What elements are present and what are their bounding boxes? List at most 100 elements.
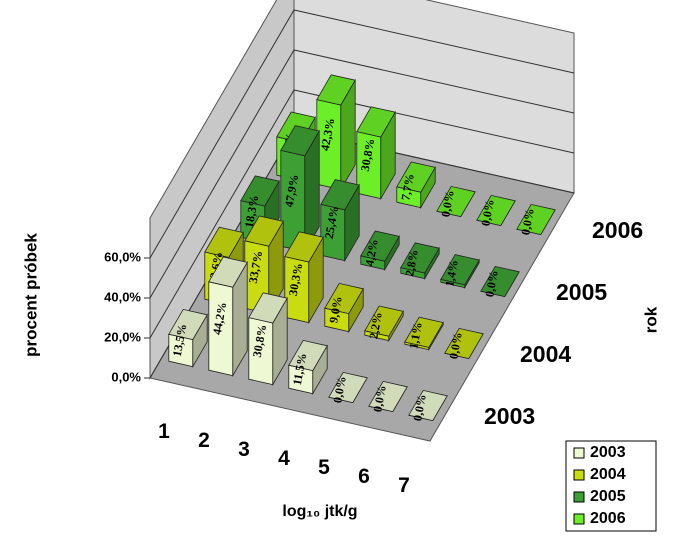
bar-top xyxy=(324,282,364,315)
bar-top xyxy=(436,185,476,218)
bar-top xyxy=(204,226,244,258)
value-label: 0,0% xyxy=(438,189,456,218)
value-label: 4,2% xyxy=(362,238,380,267)
bar-top xyxy=(316,74,356,106)
bar-top xyxy=(328,371,368,404)
bar-top xyxy=(368,380,408,413)
bar xyxy=(324,282,364,334)
value-label: 0,0% xyxy=(482,269,500,298)
bar-top xyxy=(280,125,320,157)
bar-top xyxy=(240,175,280,207)
grid-line xyxy=(149,89,575,339)
y-axis-label: procent próbek xyxy=(21,233,40,357)
bar xyxy=(436,185,476,218)
legend-swatch xyxy=(573,513,585,525)
bar xyxy=(316,74,356,192)
value-label: 11,5% xyxy=(290,352,309,386)
grid-line xyxy=(149,9,575,259)
bar-top xyxy=(476,194,516,227)
value-label: 7,7% xyxy=(398,172,416,201)
bar xyxy=(480,265,520,298)
x-tick-label: 7 xyxy=(398,474,410,497)
value-label: 0,0% xyxy=(446,331,464,360)
bar xyxy=(364,305,404,343)
bar xyxy=(168,308,208,369)
bar xyxy=(320,179,360,263)
x-tick-label: 1 xyxy=(158,420,170,443)
legend-label: 2004 xyxy=(590,466,626,483)
bar xyxy=(288,339,328,396)
z-tick-label: 2006 xyxy=(592,217,643,243)
value-label: 9,0% xyxy=(326,295,344,324)
bar xyxy=(396,161,436,210)
bar-top xyxy=(356,106,396,138)
bar xyxy=(408,389,448,422)
bar xyxy=(208,256,248,378)
x-axis-label: log₁₀ jtk/g xyxy=(282,503,357,520)
y-tick-label: 40,0% xyxy=(104,289,141,304)
value-label: 30,8% xyxy=(250,323,270,358)
value-label: 13,5% xyxy=(170,323,190,358)
bar-top xyxy=(440,254,480,286)
value-label: 30,8% xyxy=(358,137,378,172)
value-label: 33,7% xyxy=(246,250,266,285)
bar xyxy=(356,106,396,201)
value-label: 0,0% xyxy=(478,198,496,227)
bar xyxy=(404,316,444,352)
legend-label: 2005 xyxy=(590,488,626,505)
value-label: 44,2% xyxy=(210,301,230,336)
value-label: 0,0% xyxy=(518,207,536,236)
value-label: 1,4% xyxy=(442,259,460,288)
bar-top xyxy=(248,292,288,324)
z-tick-label: 2004 xyxy=(520,341,571,367)
x-tick-label: 5 xyxy=(318,456,330,479)
bar-top xyxy=(364,305,404,337)
x-tick-label: 4 xyxy=(278,447,290,470)
bar-top xyxy=(444,327,484,360)
value-label: 42,3% xyxy=(318,117,338,152)
bar-top xyxy=(208,256,248,288)
bar xyxy=(400,242,440,281)
value-label: 0,0% xyxy=(370,384,388,413)
bar xyxy=(360,230,400,272)
bar-top xyxy=(400,242,440,274)
x-tick-label: 2 xyxy=(198,429,210,452)
x-tick-label: 6 xyxy=(358,465,370,488)
legend-label: 2003 xyxy=(590,444,626,461)
bar xyxy=(516,203,556,236)
y-tick-label: 0,0% xyxy=(111,369,141,384)
bar xyxy=(284,231,324,325)
bar xyxy=(476,194,516,227)
bar-top xyxy=(168,308,208,341)
value-label: 30,3% xyxy=(286,262,306,297)
bar-top xyxy=(408,389,448,422)
legend-swatch xyxy=(573,491,585,503)
legend-swatch xyxy=(573,447,585,459)
z-tick-label: 2003 xyxy=(484,403,535,429)
bar xyxy=(328,371,368,404)
y-tick-label: 60,0% xyxy=(104,249,141,264)
bar-top xyxy=(288,339,328,372)
bar xyxy=(444,327,484,360)
bar xyxy=(440,254,480,290)
value-label: 25,4% xyxy=(322,205,342,240)
bar-top xyxy=(360,230,400,262)
grid-line xyxy=(149,49,575,299)
bar-top xyxy=(396,161,436,193)
bar-top xyxy=(516,203,556,236)
bar-top xyxy=(480,265,520,298)
bar xyxy=(248,292,288,387)
bar-top xyxy=(404,316,444,348)
value-label: 1,1% xyxy=(406,321,424,350)
value-label: 2,2% xyxy=(366,311,384,340)
bar-top xyxy=(284,231,324,263)
bar xyxy=(368,380,408,413)
bar-top xyxy=(320,179,360,211)
legend-label: 2006 xyxy=(590,510,626,527)
value-label: 47,9% xyxy=(282,173,302,208)
x-tick-label: 3 xyxy=(238,438,250,461)
y-tick-label: 20,0% xyxy=(104,329,141,344)
value-label: 0,0% xyxy=(330,375,348,404)
z-tick-label: 2005 xyxy=(556,279,607,305)
value-label: 2,8% xyxy=(402,248,420,277)
